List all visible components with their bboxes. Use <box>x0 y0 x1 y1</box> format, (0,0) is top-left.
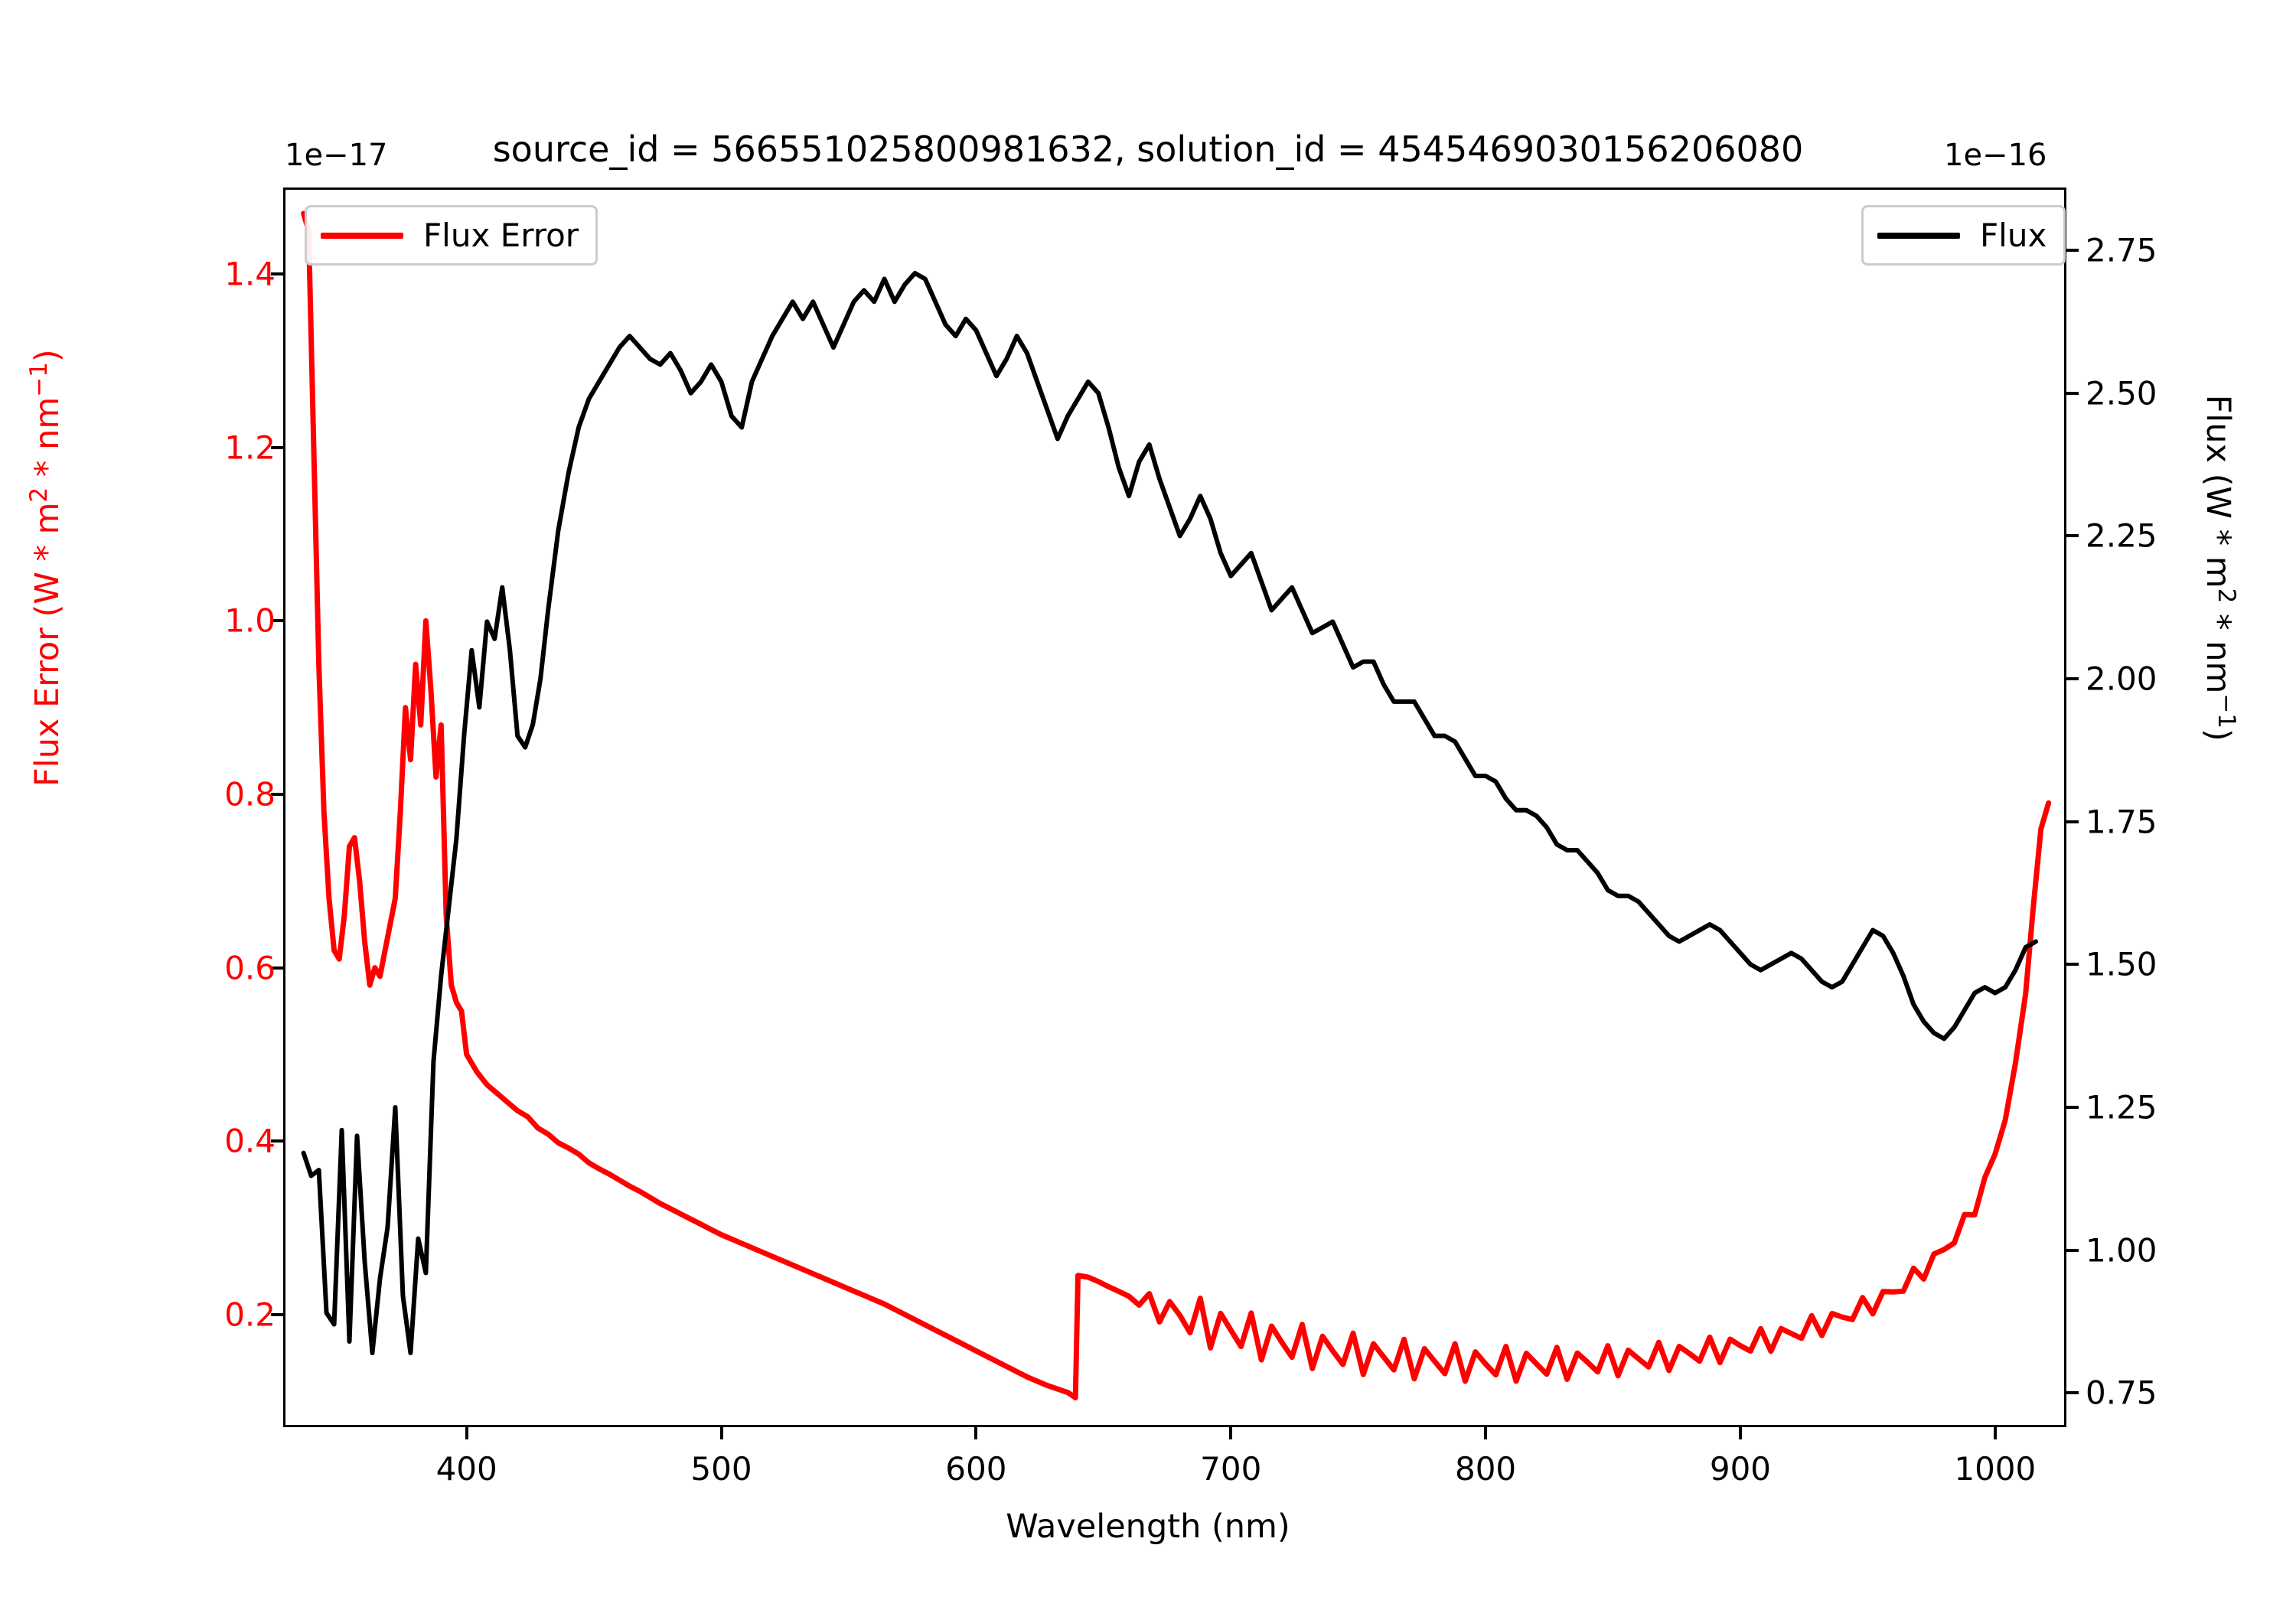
y-right-tick-mark-2.25 <box>2066 534 2079 538</box>
y-left-tick-mark-0.6 <box>271 966 283 970</box>
y-axis-label-right: Flux (W * m2 * nm−1) <box>2199 185 2240 950</box>
y-left-tick-mark-1 <box>271 619 283 623</box>
y-right-tick-mark-1.75 <box>2066 820 2079 823</box>
y-axis-label-left: Flux Error (W * m2 * nm−1) <box>25 185 67 950</box>
y-axis-label-right-mid: * nm <box>2198 603 2237 694</box>
y-left-tick-mark-1.4 <box>271 272 283 276</box>
x-tick-label-800: 800 <box>1454 1450 1517 1488</box>
x-tick-label-700: 700 <box>1200 1450 1262 1488</box>
y-left-tick-label-1.4: 1.4 <box>224 255 276 293</box>
x-tick-label-600: 600 <box>945 1450 1007 1488</box>
y-left-tick-label-0.8: 0.8 <box>224 775 276 813</box>
y-right-tick-label-1.75: 1.75 <box>2086 803 2157 841</box>
plot-area <box>301 210 2052 1400</box>
y-right-tick-label-2.50: 2.50 <box>2086 374 2157 412</box>
y-right-tick-mark-1.25 <box>2066 1105 2079 1109</box>
x-tick-mark-500 <box>719 1427 723 1439</box>
y-right-tick-mark-2.5 <box>2066 391 2079 395</box>
x-axis-label: Wavelength (nm) <box>1006 1508 1290 1546</box>
series-flux-error-line <box>301 210 2052 1400</box>
x-tick-mark-800 <box>1484 1427 1488 1439</box>
legend-flux[interactable]: Flux <box>1861 205 2066 266</box>
legend-line-flux-error <box>321 232 403 239</box>
right-axis-offset-text: 1e−16 <box>1944 138 2047 173</box>
y-axis-label-right-text: Flux (W * m <box>2198 394 2237 588</box>
y-right-tick-mark-0.75 <box>2066 1391 2079 1395</box>
x-tick-mark-600 <box>974 1427 978 1439</box>
y-axis-label-left-sup2: −1 <box>24 362 53 397</box>
x-tick-mark-400 <box>465 1427 468 1439</box>
x-tick-label-900: 900 <box>1709 1450 1772 1488</box>
y-right-tick-mark-1.5 <box>2066 963 2079 966</box>
y-left-tick-label-0.2: 0.2 <box>224 1296 276 1334</box>
y-axis-label-left-mid: * nm <box>28 396 67 487</box>
y-right-tick-label-1.25: 1.25 <box>2086 1088 2157 1126</box>
y-left-tick-label-0.4: 0.4 <box>224 1122 276 1160</box>
legend-flux-error[interactable]: Flux Error <box>305 205 598 266</box>
legend-label-flux-error: Flux Error <box>423 217 579 254</box>
x-tick-label-500: 500 <box>690 1450 752 1488</box>
y-left-tick-label-0.6: 0.6 <box>224 949 276 987</box>
y-right-tick-label-0.75: 0.75 <box>2086 1374 2157 1412</box>
x-tick-mark-700 <box>1229 1427 1233 1439</box>
y-left-tick-label-1.0: 1.0 <box>224 601 276 640</box>
y-left-tick-mark-1.2 <box>271 445 283 449</box>
x-tick-label-400: 400 <box>435 1450 497 1488</box>
y-axis-label-left-sup1: 2 <box>24 487 53 503</box>
x-tick-label-1000: 1000 <box>1954 1450 2037 1488</box>
series-flux-line <box>301 270 2039 1355</box>
y-left-tick-mark-0.2 <box>271 1312 283 1316</box>
legend-line-flux <box>1877 232 1960 239</box>
y-right-tick-mark-2 <box>2066 677 2079 681</box>
plot-axes-frame <box>283 187 2066 1427</box>
y-right-tick-label-2.00: 2.00 <box>2086 660 2157 698</box>
y-right-tick-mark-2.75 <box>2066 249 2079 253</box>
y-left-tick-mark-0.4 <box>271 1139 283 1143</box>
y-left-tick-label-1.2: 1.2 <box>224 429 276 467</box>
left-axis-offset-text: 1e−17 <box>285 138 388 173</box>
y-right-tick-label-1.00: 1.00 <box>2086 1231 2157 1270</box>
x-tick-mark-900 <box>1738 1427 1742 1439</box>
y-right-tick-label-1.50: 1.50 <box>2086 945 2157 983</box>
y-axis-label-left-end: ) <box>28 349 67 363</box>
chart-title: source_id = 566551025800981632, solution… <box>492 129 1804 170</box>
y-axis-label-right-end: ) <box>2198 728 2237 742</box>
y-left-tick-mark-0.8 <box>271 793 283 796</box>
y-axis-label-right-sup2: −1 <box>2213 693 2241 729</box>
y-right-tick-label-2.75: 2.75 <box>2086 231 2157 269</box>
y-right-tick-label-2.25: 2.25 <box>2086 517 2157 555</box>
y-axis-label-left-text: Flux Error (W * m <box>28 502 67 787</box>
y-axis-label-right-sup1: 2 <box>2213 588 2241 604</box>
legend-label-flux: Flux <box>1980 217 2047 254</box>
y-right-tick-mark-1 <box>2066 1248 2079 1252</box>
x-tick-mark-1000 <box>1993 1427 1997 1439</box>
